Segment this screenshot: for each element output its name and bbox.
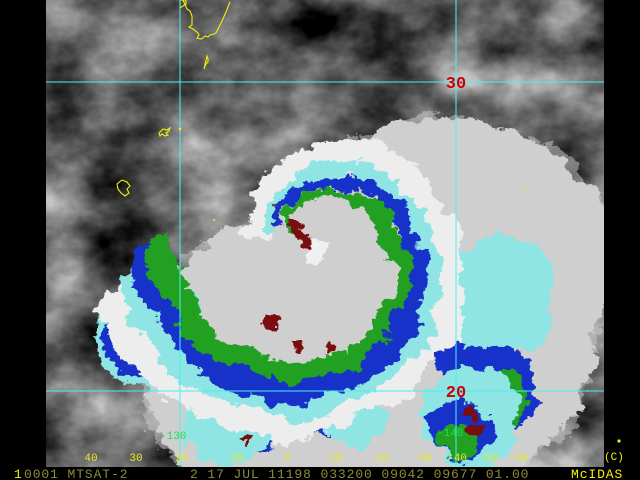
svg-text:20: 20	[175, 453, 188, 465]
svg-text:-40: -40	[447, 453, 467, 465]
svg-text:0001 MTSAT-2: 0001 MTSAT-2	[24, 467, 128, 480]
svg-text:0: 0	[284, 453, 291, 465]
svg-text:30: 30	[129, 453, 142, 465]
svg-text:40: 40	[84, 453, 97, 465]
svg-text:McIDAS: McIDAS	[571, 467, 623, 480]
svg-text:-10: -10	[323, 453, 343, 465]
svg-text:1: 1	[14, 467, 23, 480]
svg-text:-20: -20	[369, 453, 389, 465]
svg-text:2 17 JUL 11198 033200 09042 0: 2 17 JUL 11198 033200 09042 09677 01.00	[190, 467, 529, 480]
svg-text:10: 10	[230, 453, 243, 465]
svg-text:20: 20	[446, 384, 466, 403]
svg-text:-130: -130	[160, 431, 186, 443]
svg-text:-50: -50	[478, 453, 498, 465]
svg-text:-30: -30	[412, 453, 432, 465]
svg-text:30: 30	[446, 75, 466, 94]
svg-text:(C): (C)	[604, 452, 624, 464]
svg-text:-140: -140	[437, 428, 463, 440]
svg-text:-60: -60	[509, 453, 529, 465]
